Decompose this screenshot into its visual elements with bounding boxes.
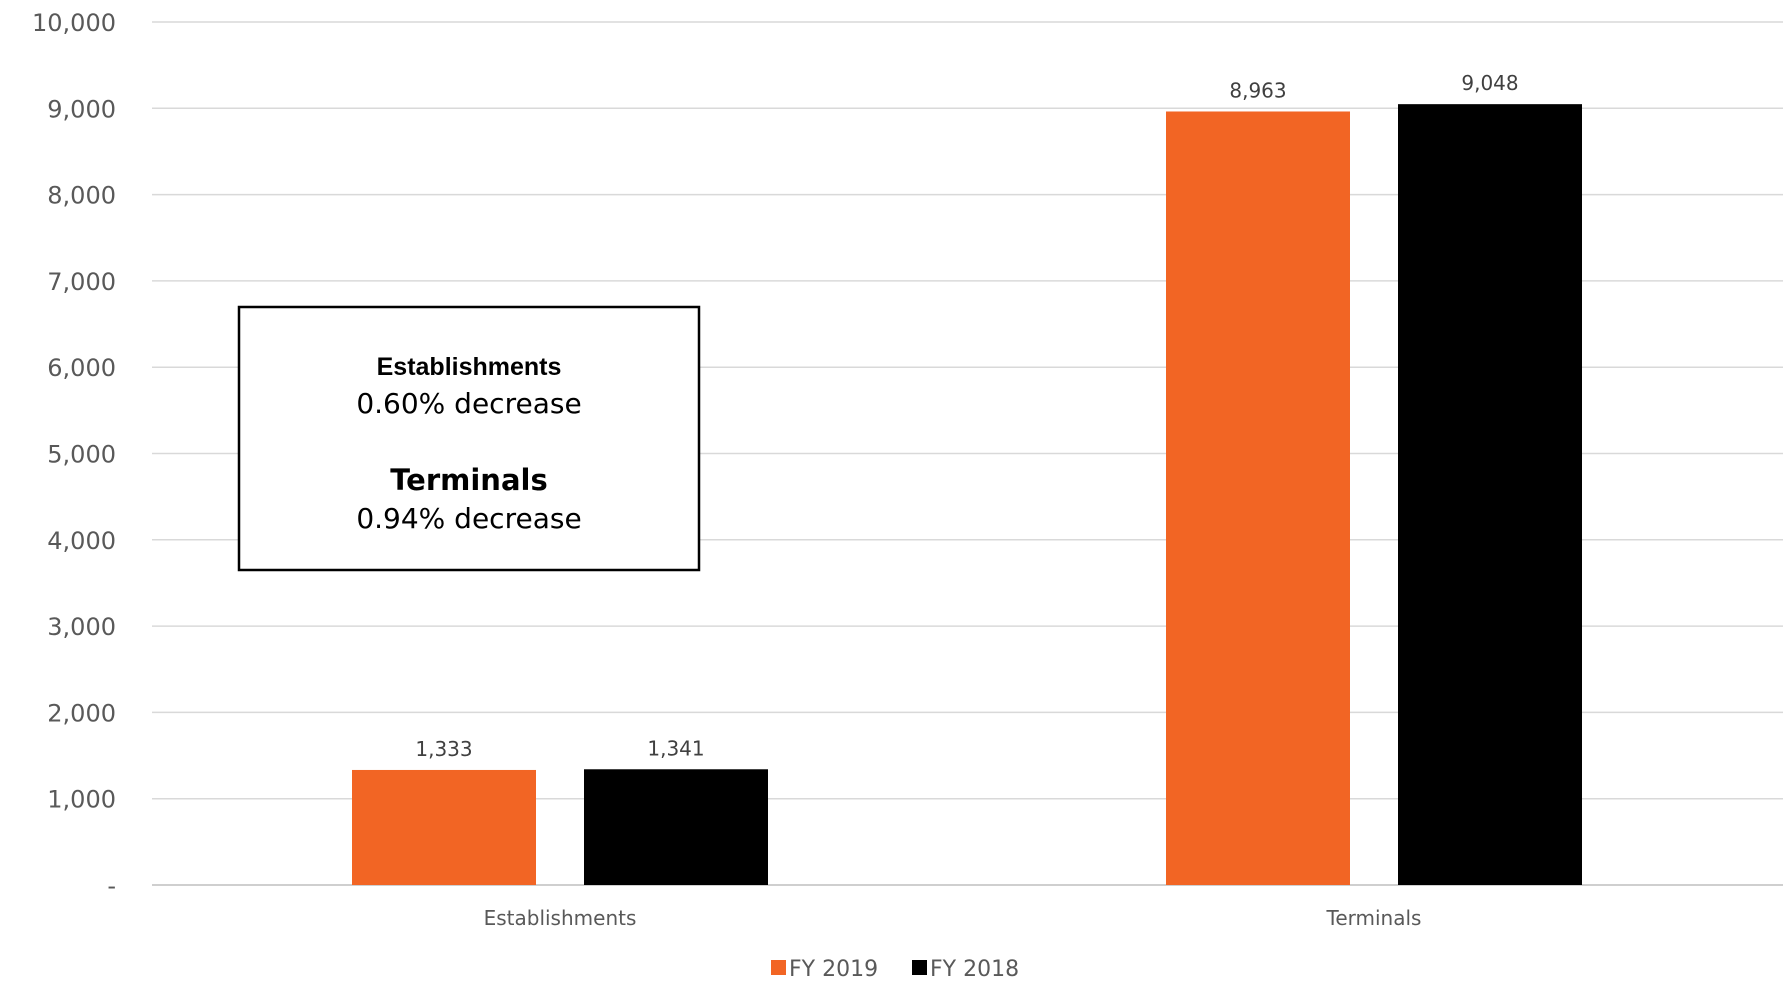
y-tick-label: 8,000: [47, 182, 116, 210]
x-axis-category-labels: Establishments Terminals: [484, 906, 1422, 930]
y-tick-label: -: [107, 872, 116, 900]
legend-swatch-fy2019: [771, 960, 786, 975]
y-tick-label: 2,000: [47, 699, 116, 727]
legend-label-fy2019: FY 2019: [789, 957, 878, 982]
category-label: Terminals: [1326, 906, 1422, 930]
y-tick-label: 10,000: [32, 9, 116, 37]
annotation-border: [237, 305, 701, 572]
legend: FY 2019 FY 2018: [771, 957, 1019, 982]
data-labels: 1,333 1,341 8,963 9,048: [415, 71, 1518, 761]
bars: [352, 104, 1582, 886]
y-tick-label: 6,000: [47, 354, 116, 382]
annotation-text-establishments: 0.60% decrease: [356, 387, 581, 420]
annotation-heading-establishments: Establishments: [377, 353, 562, 381]
y-tick-label: 3,000: [47, 613, 116, 641]
annotation-box: Establishments 0.60% decrease Terminals …: [237, 305, 701, 572]
legend-label-fy2018: FY 2018: [930, 957, 1019, 982]
annotation-heading-terminals: Terminals: [390, 463, 547, 497]
bar-establishments-fy2019: [352, 769, 536, 885]
y-tick-label: 9,000: [47, 95, 116, 123]
bar-terminals-fy2019: [1166, 111, 1350, 885]
data-label: 9,048: [1461, 71, 1518, 95]
y-tick-label: 1,000: [47, 786, 116, 814]
legend-swatch-fy2018: [912, 960, 927, 975]
y-tick-label: 7,000: [47, 268, 116, 296]
annotation-text-terminals: 0.94% decrease: [356, 502, 581, 535]
category-label: Establishments: [484, 906, 637, 930]
data-label: 1,333: [415, 737, 472, 761]
y-axis-tick-labels: - 1,000 2,000 3,000 4,000 5,000 6,000 7,000 8,00…: [32, 9, 116, 900]
y-tick-label: 5,000: [47, 441, 116, 469]
bar-establishments-fy2018: [584, 769, 768, 885]
bar-terminals-fy2018: [1398, 104, 1582, 886]
data-label: 8,963: [1229, 78, 1286, 102]
data-label: 1,341: [647, 736, 704, 760]
y-tick-label: 4,000: [47, 527, 116, 555]
